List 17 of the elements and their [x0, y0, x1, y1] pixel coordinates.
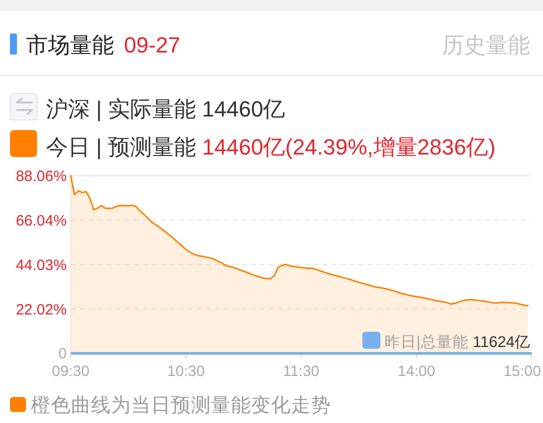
x-tick-label: 15:00 — [503, 363, 541, 380]
chart-subtitle: 09-27 — [124, 32, 180, 58]
x-tick-label: 11:30 — [282, 363, 320, 380]
y-tick-label: 88.06% — [16, 168, 67, 186]
y-tick-label: 0 — [58, 346, 67, 363]
text: 今日 | 预测量能 14460亿(24.39%,增量2836亿) — [46, 134, 496, 160]
ref-line-label: 昨日|总量能 11624亿 — [384, 332, 531, 351]
x-tick-label: 10:30 — [167, 363, 205, 380]
y-tick-label: 44.03% — [16, 256, 67, 274]
x-tick-label: 14:00 — [398, 363, 436, 380]
chart-title: 市场量能 — [26, 32, 114, 58]
x-tick-label: 09:30 — [52, 363, 90, 380]
y-tick-label: 66.04% — [16, 212, 67, 230]
text: 沪深 | 实际量能 14460亿 — [46, 96, 286, 122]
y-tick-label: 22.02% — [16, 301, 67, 318]
legend-label: 橙色曲线为当日预测量能变化走势 — [31, 394, 331, 416]
text: 历史量能 — [442, 32, 530, 58]
